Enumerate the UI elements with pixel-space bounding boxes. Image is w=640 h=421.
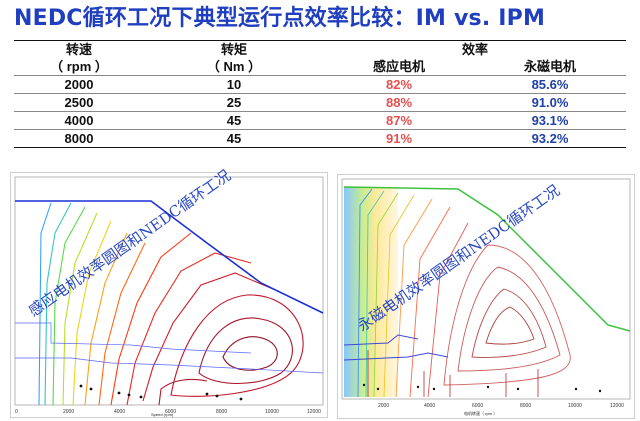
- left-xtick-4: 8000: [216, 409, 227, 415]
- page-title: NEDC循环工况下典型运行点效率比较：IM vs. IPM: [14, 6, 546, 31]
- cell-torque: 25: [144, 93, 324, 112]
- header-torque: 转矩: [144, 40, 324, 58]
- cell-im-efficiency: 82%: [324, 75, 474, 94]
- table-row: 8000 45 91% 93.2%: [14, 129, 626, 148]
- header-speed-unit: （ rpm ）: [14, 58, 144, 76]
- table-header-row: 转速 转矩 效率: [14, 40, 626, 58]
- table-row: 2000 10 82% 85.6%: [14, 75, 626, 94]
- left-xtick-6: 12000: [307, 409, 321, 415]
- im-efficiency-map: 0 2000 4000 6000 8000 10000 12000 Speed …: [10, 172, 328, 418]
- cell-speed: 2500: [14, 93, 144, 112]
- cell-ipm-efficiency: 85.6%: [474, 75, 626, 94]
- right-x-label: 电机转速（ rpm ）: [464, 410, 497, 416]
- cell-ipm-efficiency: 93.1%: [474, 111, 626, 130]
- cell-torque: 10: [144, 75, 324, 94]
- header-im: 感应电机: [324, 58, 474, 76]
- right-xtick-3: 8000: [520, 403, 531, 409]
- header-ipm: 永磁电机: [474, 58, 626, 76]
- right-xtick-1: 4000: [424, 403, 435, 409]
- cell-torque: 45: [144, 111, 324, 130]
- right-xtick-0: 2000: [378, 403, 389, 409]
- table-row: 2500 25 88% 91.0%: [14, 93, 626, 112]
- cell-speed: 4000: [14, 111, 144, 130]
- cell-im-efficiency: 87%: [324, 111, 474, 130]
- cell-ipm-efficiency: 91.0%: [474, 93, 626, 112]
- im-efficiency-map-figure: 0 2000 4000 6000 8000 10000 12000 Speed …: [14, 176, 324, 417]
- header-torque-unit: （ Nm ）: [144, 58, 324, 76]
- table-subheader-row: （ rpm ） （ Nm ） 感应电机 永磁电机: [14, 58, 626, 76]
- right-xtick-4: 10000: [568, 403, 582, 409]
- cell-im-efficiency: 91%: [324, 129, 474, 148]
- left-xtick-2: 4000: [114, 409, 125, 415]
- right-xtick-2: 6000: [472, 403, 483, 409]
- efficiency-comparison-table: 转速 转矩 效率 （ rpm ） （ Nm ） 感应电机 永磁电机 2000 1…: [14, 40, 626, 148]
- header-speed: 转速: [14, 40, 144, 58]
- table-row: 4000 45 87% 93.1%: [14, 111, 626, 130]
- cell-torque: 45: [144, 129, 324, 148]
- header-efficiency: 效率: [324, 40, 626, 58]
- left-xtick-0: 0: [15, 409, 18, 415]
- cell-speed: 8000: [14, 129, 144, 148]
- left-xtick-1: 2000: [63, 409, 74, 415]
- cell-speed: 2000: [14, 75, 144, 94]
- right-xtick-5: 12000: [610, 403, 624, 409]
- left-x-label: Speed (rpm): [151, 412, 174, 417]
- left-xtick-5: 10000: [265, 409, 279, 415]
- ipm-efficiency-map: 2000 4000 6000 8000 10000 12000 电机转速（ rp…: [337, 174, 635, 419]
- ipm-efficiency-map-figure: 2000 4000 6000 8000 10000 12000 电机转速（ rp…: [341, 178, 631, 416]
- cell-im-efficiency: 88%: [324, 93, 474, 112]
- left-xtick-3: 6000: [165, 409, 176, 415]
- cell-ipm-efficiency: 93.2%: [474, 129, 626, 148]
